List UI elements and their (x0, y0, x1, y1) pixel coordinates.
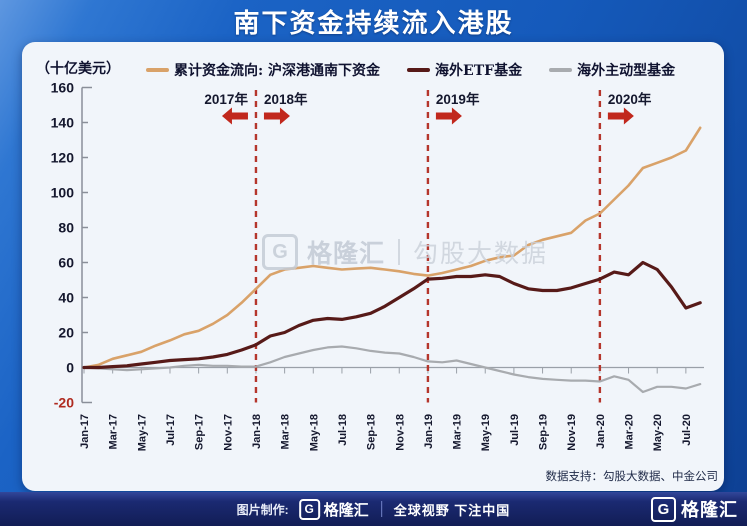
y-axis-tick-label: 80 (58, 220, 74, 236)
x-axis-tick-label: Nov-17 (222, 414, 234, 451)
arrow-right-icon (607, 107, 634, 125)
y-axis-unit-label: （十亿美元） (36, 61, 120, 77)
series-line-0 (82, 126, 702, 369)
year-label: 2017年 (204, 91, 248, 107)
legend-dash-icon (549, 68, 573, 72)
footer-bar: 图片制作: G 格隆汇 全球视野 下注中国 G 格隆汇 (0, 492, 747, 526)
brand-g-icon: G (298, 498, 320, 520)
legend-item-2: 海外主动型基金 (549, 60, 675, 80)
x-axis-tick-label: Mar-18 (280, 414, 292, 449)
legend-label: 海外主动型基金 (577, 63, 676, 79)
arrow-right-icon (263, 107, 290, 125)
arrow-right-icon (435, 107, 462, 125)
footer-credit: 图片制作: G 格隆汇 全球视野 下注中国 (237, 492, 511, 526)
x-axis-tick-label: Nov-19 (566, 414, 578, 451)
x-axis-tick-label: May-17 (136, 414, 148, 451)
x-axis-tick-label: Mar-17 (108, 414, 120, 449)
year-label: 2020年 (608, 91, 652, 107)
y-axis-tick-label: 0 (66, 360, 74, 376)
x-axis-tick-label: Sep-19 (538, 414, 550, 450)
y-axis-tick-label: 20 (58, 325, 74, 341)
data-source-note: 数据支持：勾股大数据、中金公司 (545, 469, 719, 483)
x-axis-tick-label: Sep-17 (194, 414, 206, 450)
footer-brand-name: 格隆汇 (323, 501, 369, 519)
footer-divider (380, 501, 382, 517)
chart-canvas: 160 140 120 100 80 60 40 20 0 -20 Jan-17 Mar-17 May-… (51, 80, 704, 451)
legend-dash-icon (146, 68, 169, 72)
x-axis-tick-label: May-20 (652, 414, 664, 451)
x-axis-tick-label: Jul-19 (509, 414, 521, 446)
brand-g-icon-large: G (651, 496, 676, 522)
x-axis-tick-label: Sep-18 (366, 414, 378, 450)
legend-label: 海外ETF基金 (435, 63, 523, 79)
legend-item-0: 累计资金流向: 沪深港通南下资金 (146, 60, 380, 80)
footer-brand-logo: G 格隆汇 (298, 498, 369, 520)
legend-label: 累计资金流向: 沪深港通南下资金 (174, 63, 381, 79)
x-axis-tick-label: Jul-18 (337, 414, 349, 446)
x-axis-tick-label: May-18 (308, 414, 320, 451)
y-axis-tick-label: 160 (51, 80, 75, 96)
x-axis-tick-label: Jan-18 (251, 414, 263, 449)
y-axis-tick-label: -20 (54, 395, 74, 411)
y-axis-tick-label: 60 (58, 255, 74, 271)
footer-slogan: 全球视野 下注中国 (393, 502, 511, 518)
series-line-1 (82, 260, 702, 370)
y-axis-tick-label: 100 (51, 185, 75, 201)
x-axis-tick-label: Jul-17 (165, 414, 177, 446)
legend-item-1: 海外ETF基金 (407, 60, 522, 80)
y-axis-tick-label: 40 (58, 290, 74, 306)
x-axis-tick-label: Nov-18 (394, 414, 406, 451)
footer-logo-right: G 格隆汇 (651, 492, 738, 526)
series-line-2 (82, 345, 702, 394)
chart-legend: 累计资金流向: 沪深港通南下资金 海外ETF基金 海外主动型基金 (146, 60, 675, 80)
title-bar: 南下资金持续流入港股 (0, 0, 747, 42)
page-title: 南下资金持续流入港股 (233, 7, 514, 38)
year-label: 2019年 (436, 91, 480, 107)
x-axis-tick-label: Jan-17 (79, 414, 91, 449)
x-axis-tick-label: Jan-20 (595, 414, 607, 449)
footer-brand-name-large: 格隆汇 (681, 500, 738, 520)
y-axis-tick-label: 140 (51, 115, 75, 131)
year-label: 2018年 (264, 91, 308, 107)
chart-card: （十亿美元） 累计资金流向: 沪深港通南下资金 海外ETF基金 海外主动型基金 16… (22, 42, 724, 491)
x-axis-tick-label: Jul-20 (681, 414, 693, 446)
x-axis-tick-label: Mar-20 (624, 414, 636, 449)
legend-dash-icon (407, 68, 431, 72)
y-axis-tick-label: 120 (51, 150, 75, 166)
arrow-left-icon (221, 107, 248, 125)
x-axis-tick-label: Jan-19 (423, 414, 435, 449)
x-axis-tick-label: May-19 (480, 414, 492, 451)
x-axis-tick-label: Mar-19 (452, 414, 464, 449)
footer-made-by-label: 图片制作: (236, 502, 289, 517)
